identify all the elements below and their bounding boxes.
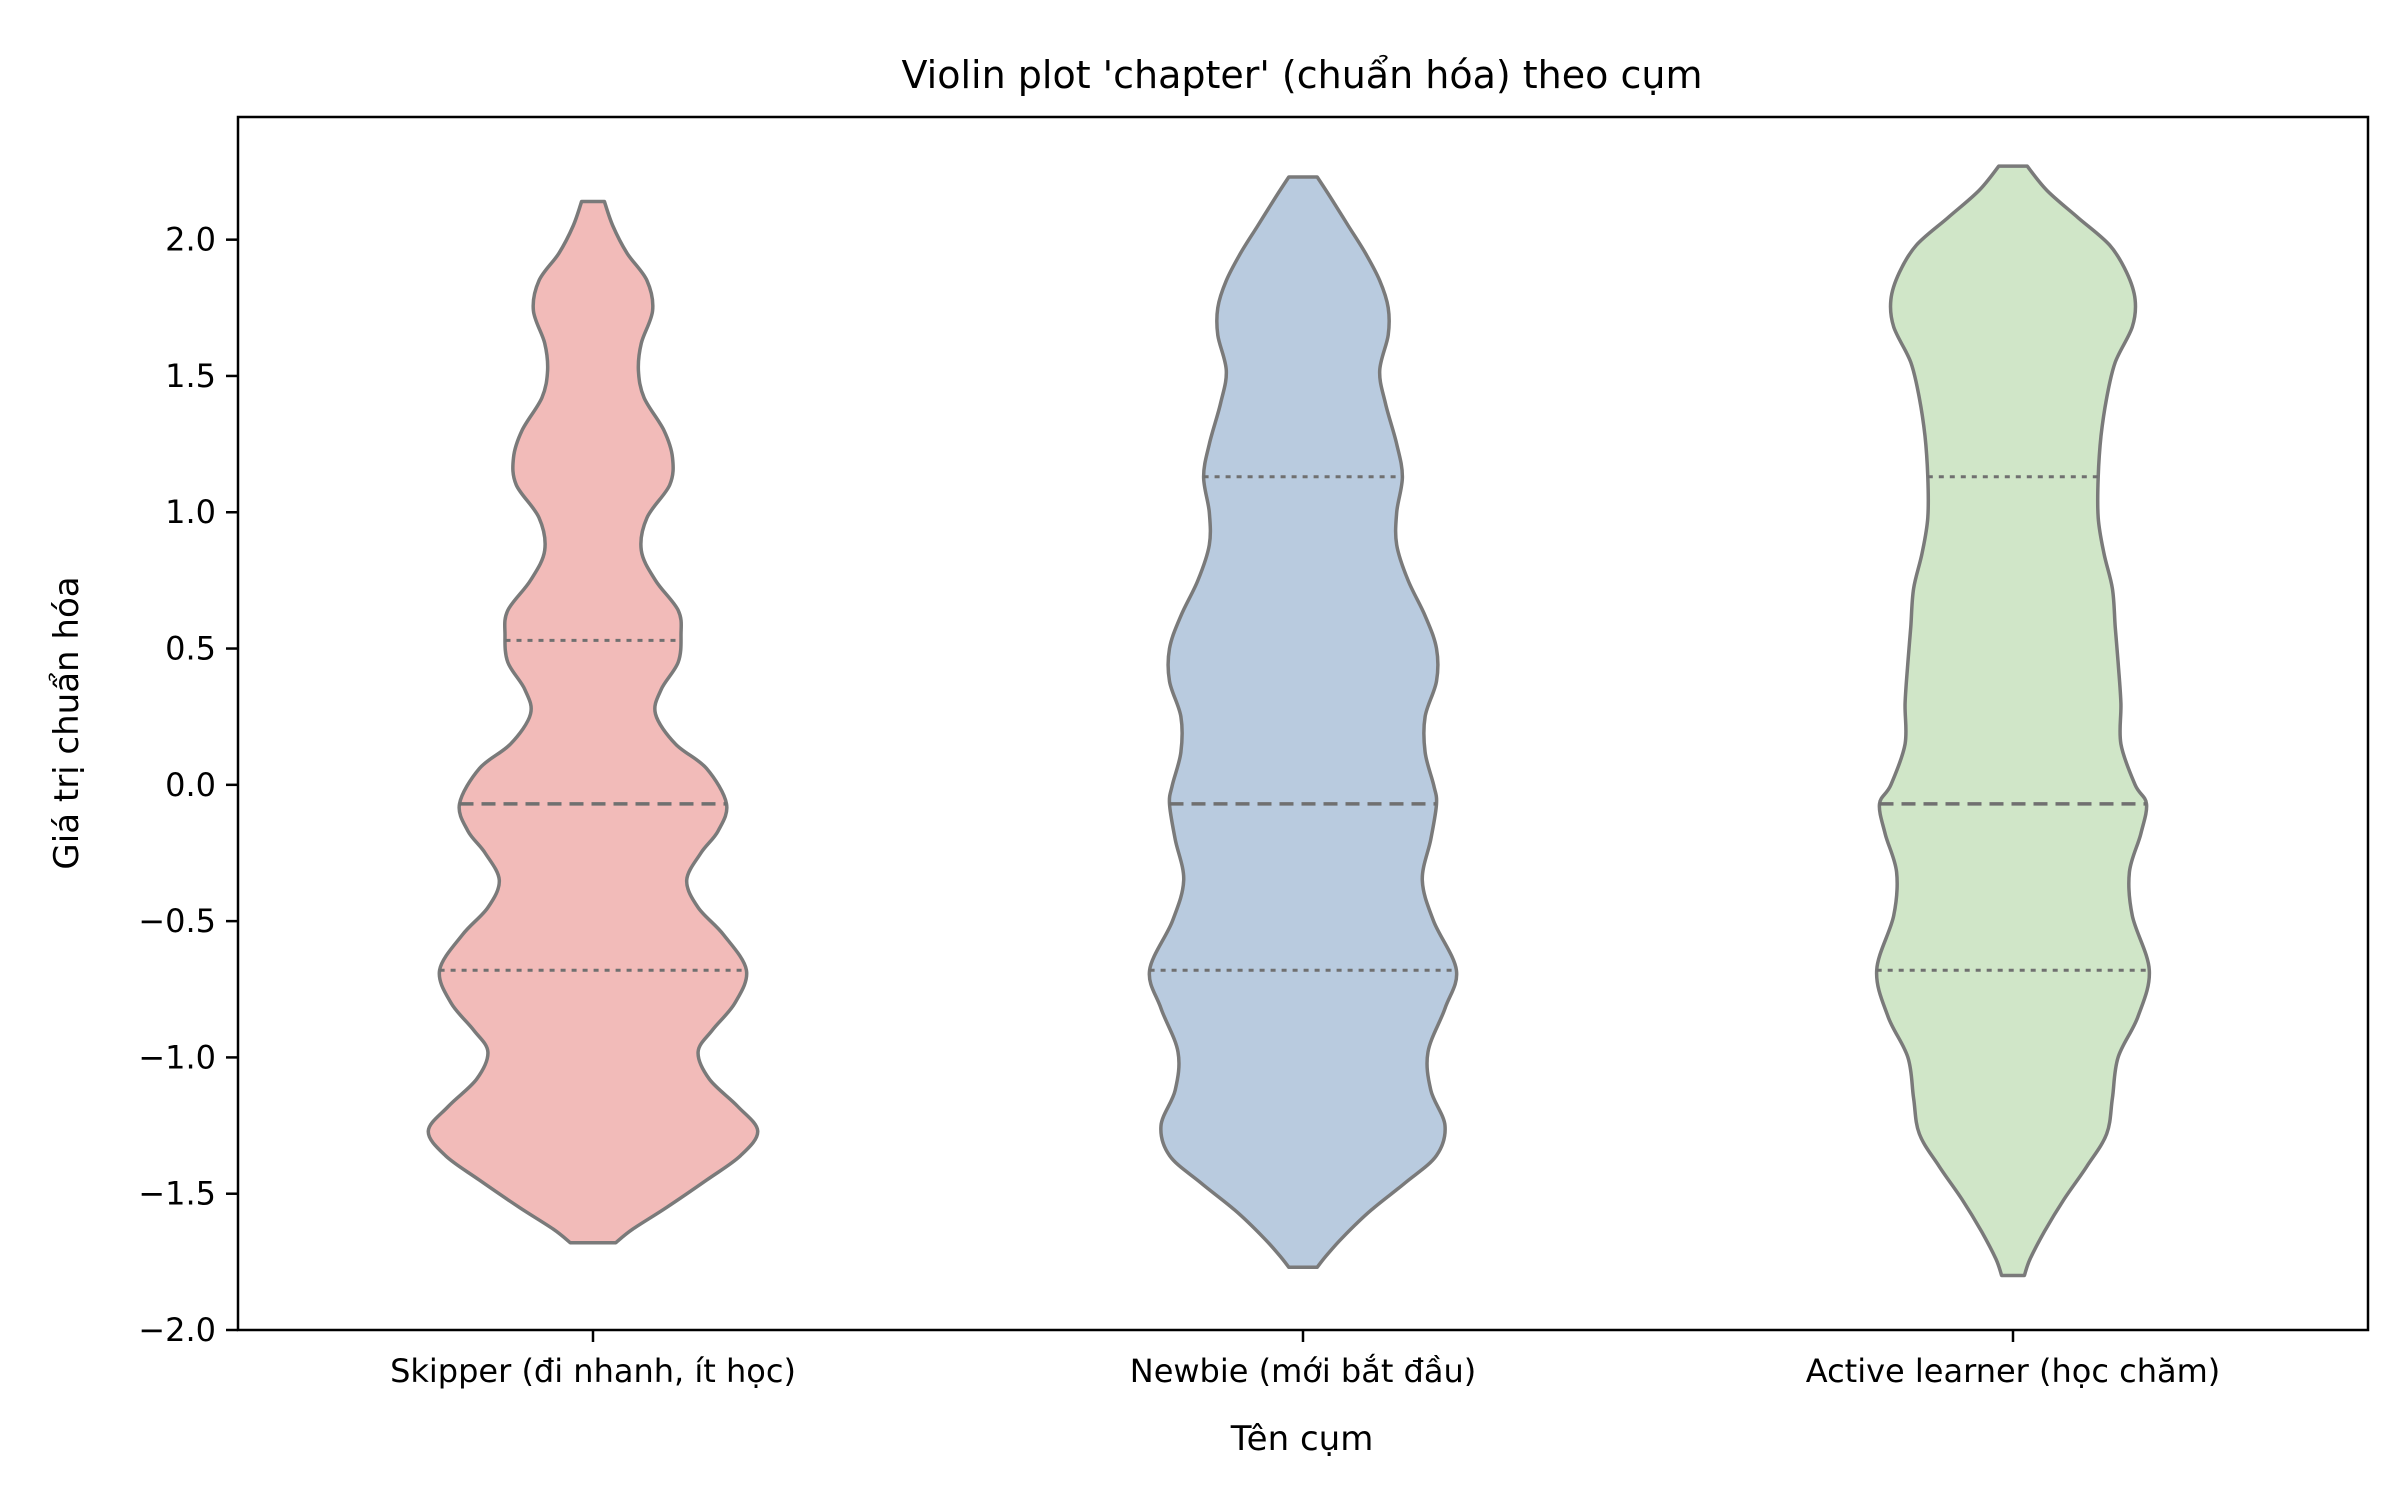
x-tick-label: Skipper (đi nhanh, ít học): [390, 1352, 796, 1390]
chart-title: Violin plot 'chapter' (chuẩn hóa) theo c…: [902, 53, 1703, 97]
y-tick-label: 2.0: [165, 221, 216, 259]
x-axis: Skipper (đi nhanh, ít học) Newbie (mới bắ…: [390, 1330, 2220, 1390]
y-tick-label: 1.5: [165, 357, 216, 395]
y-axis: 2.0 1.5 1.0 0.5 0.0 −0.5 −1.0 −1.5 −2.0: [138, 221, 238, 1349]
x-tick-label: Newbie (mới bắt đầu): [1130, 1352, 1476, 1390]
violins: [426, 164, 2152, 1278]
violin-body: [426, 199, 760, 1245]
y-tick-label: −1.5: [138, 1175, 216, 1213]
y-tick-label: 0.0: [165, 766, 216, 804]
y-tick-label: −0.5: [138, 902, 216, 940]
y-tick-label: 0.5: [165, 630, 216, 668]
violin-body: [1147, 175, 1459, 1270]
violin-2: [1147, 175, 1459, 1270]
violin-1: [426, 199, 760, 1245]
violin-3: [1874, 164, 2152, 1278]
x-tick-label: Active learner (học chăm): [1806, 1352, 2220, 1390]
x-axis-label: Tên cụm: [1230, 1419, 1374, 1459]
y-axis-label: Giá trị chuẩn hóa: [47, 576, 87, 869]
violin-body: [1874, 164, 2152, 1278]
y-tick-label: 1.0: [165, 493, 216, 531]
y-tick-label: −1.0: [138, 1038, 216, 1076]
y-tick-label: −2.0: [138, 1311, 216, 1349]
